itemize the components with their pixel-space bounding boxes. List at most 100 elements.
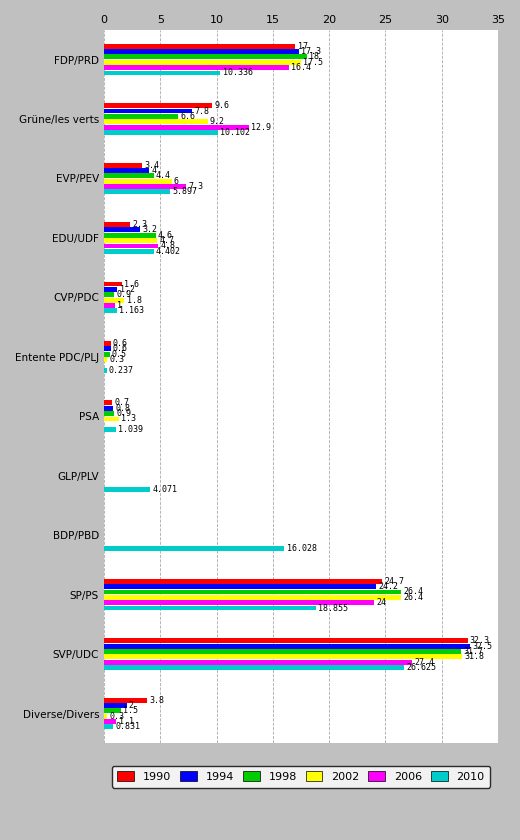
Text: 1.3: 1.3 (121, 414, 136, 423)
Text: 0.831: 0.831 (115, 722, 140, 732)
Bar (104, 649, 461, 654)
Bar (104, 643, 470, 648)
Text: 9.2: 9.2 (210, 118, 225, 126)
Bar (104, 66, 289, 70)
Text: 7.3: 7.3 (188, 182, 203, 191)
Bar (104, 308, 117, 313)
Text: 27.4: 27.4 (414, 658, 435, 667)
Bar (104, 346, 111, 351)
Text: 4.6: 4.6 (158, 231, 173, 239)
Text: 12.9: 12.9 (252, 123, 271, 132)
Bar (104, 579, 382, 584)
Bar (104, 239, 157, 243)
Bar (104, 486, 150, 491)
Text: 26.4: 26.4 (404, 587, 423, 596)
Bar (104, 659, 412, 664)
Bar (104, 163, 142, 167)
Bar (104, 114, 178, 118)
Bar (104, 44, 295, 49)
Text: 17: 17 (297, 42, 308, 50)
Bar (104, 244, 158, 249)
Text: 18.855: 18.855 (318, 603, 348, 612)
Text: 10.102: 10.102 (220, 128, 250, 137)
Bar (104, 119, 207, 124)
Text: 16.4: 16.4 (291, 63, 311, 72)
Bar (104, 595, 401, 600)
Text: 3.4: 3.4 (145, 160, 160, 170)
Text: 0.8: 0.8 (115, 404, 130, 412)
Text: 0.7: 0.7 (114, 398, 129, 407)
Text: 18: 18 (309, 52, 319, 61)
Bar (104, 281, 122, 286)
Bar (104, 222, 130, 227)
Bar (104, 708, 121, 713)
Text: 0.6: 0.6 (113, 344, 128, 354)
Bar (104, 601, 374, 605)
Bar (104, 406, 113, 411)
Bar (104, 179, 172, 184)
Bar (104, 228, 140, 233)
Text: 1.8: 1.8 (126, 296, 141, 305)
Text: 2.3: 2.3 (132, 220, 147, 229)
Text: 3.8: 3.8 (149, 696, 164, 705)
Text: 1.1: 1.1 (119, 717, 134, 726)
Text: 1.5: 1.5 (123, 706, 138, 716)
Text: 26.625: 26.625 (406, 663, 436, 672)
Bar (104, 233, 156, 238)
Text: 1: 1 (118, 301, 123, 310)
Bar (104, 590, 401, 595)
Bar (104, 714, 107, 719)
Bar (104, 719, 116, 724)
Bar (104, 428, 115, 432)
Bar (104, 724, 113, 729)
Bar (104, 173, 153, 178)
Text: 2: 2 (129, 701, 134, 710)
Bar (104, 698, 147, 702)
Text: 4.071: 4.071 (152, 485, 177, 494)
Text: 4.8: 4.8 (160, 241, 175, 250)
Text: 1.163: 1.163 (119, 307, 145, 315)
Text: 10.336: 10.336 (223, 69, 253, 77)
Bar (104, 638, 467, 643)
Bar (104, 303, 115, 308)
Bar (104, 417, 119, 422)
Text: 0.9: 0.9 (116, 409, 132, 418)
Bar (104, 401, 112, 406)
Text: 6: 6 (174, 176, 179, 186)
Text: 16.028: 16.028 (287, 544, 317, 553)
Text: 5.897: 5.897 (173, 187, 198, 197)
Text: 4: 4 (151, 166, 157, 175)
Text: 3.2: 3.2 (142, 225, 157, 234)
Bar (104, 352, 110, 357)
Bar (104, 49, 299, 54)
Bar (104, 184, 186, 189)
Bar (104, 189, 171, 194)
Text: 26.4: 26.4 (404, 593, 423, 601)
Bar (104, 103, 212, 108)
Text: 24: 24 (376, 598, 386, 607)
Bar (104, 546, 284, 551)
Bar (104, 606, 316, 611)
Text: 1.6: 1.6 (124, 280, 139, 288)
Text: 31.8: 31.8 (464, 653, 484, 661)
Bar (104, 654, 462, 659)
Text: 0.237: 0.237 (109, 365, 134, 375)
Bar (104, 292, 114, 297)
Text: 6.6: 6.6 (180, 112, 196, 121)
Bar (104, 124, 249, 129)
Text: 32.3: 32.3 (470, 636, 490, 645)
Text: 32.5: 32.5 (472, 642, 492, 650)
Bar (104, 341, 111, 346)
Text: 4.4: 4.4 (156, 171, 171, 181)
Bar (104, 249, 153, 254)
Bar (104, 55, 307, 60)
Text: 0.3: 0.3 (110, 711, 125, 721)
Text: 0.5: 0.5 (112, 349, 127, 359)
Text: 24.7: 24.7 (384, 577, 404, 585)
Bar (104, 357, 107, 362)
Text: 4.402: 4.402 (156, 247, 181, 256)
Text: 1.039: 1.039 (118, 425, 143, 434)
Legend: 1990, 1994, 1998, 2002, 2006, 2010: 1990, 1994, 1998, 2002, 2006, 2010 (112, 766, 490, 788)
Text: 1.2: 1.2 (120, 285, 135, 294)
Text: 31.7: 31.7 (463, 647, 483, 656)
